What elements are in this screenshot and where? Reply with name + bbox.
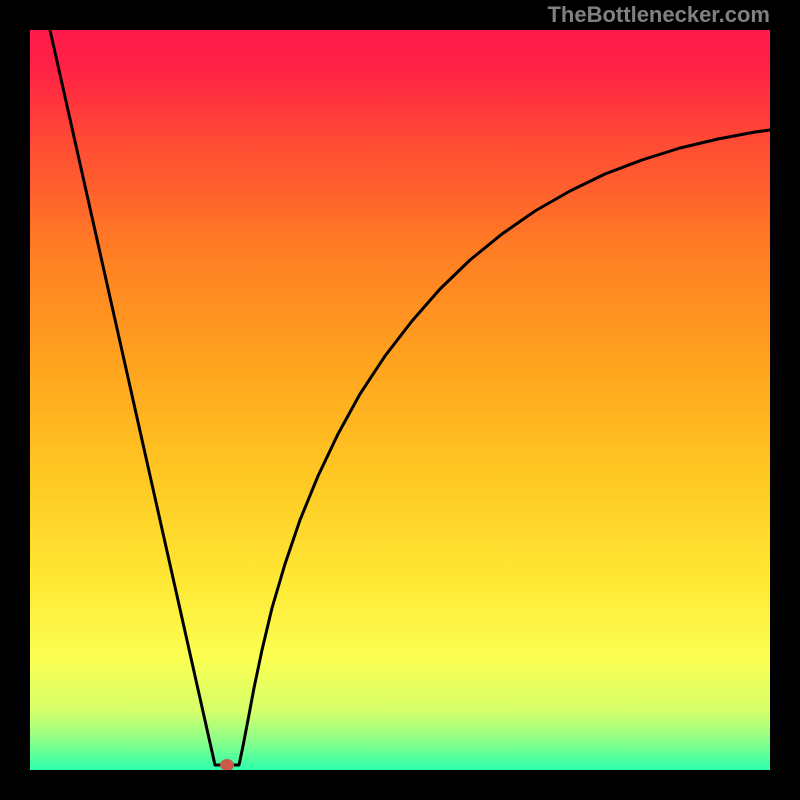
chart-container: TheBottlenecker.com: [0, 0, 800, 800]
gradient-background: [30, 30, 770, 770]
watermark-text: TheBottlenecker.com: [547, 2, 770, 28]
chart-svg: [30, 30, 770, 770]
